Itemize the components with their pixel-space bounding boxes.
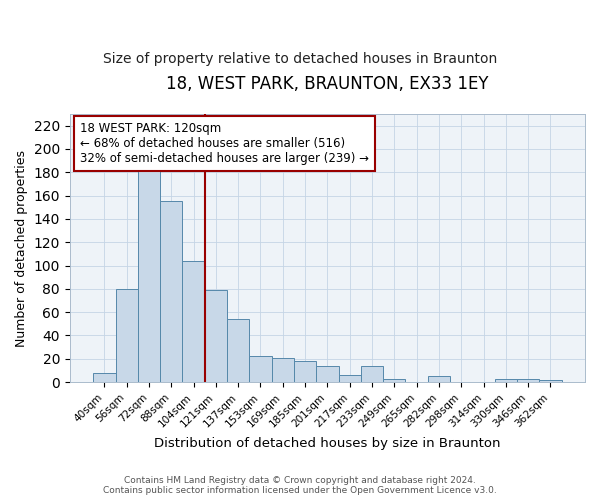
Bar — [138, 171, 160, 382]
Text: Size of property relative to detached houses in Braunton: Size of property relative to detached ho… — [103, 52, 497, 66]
Bar — [494, 378, 517, 382]
Y-axis label: Number of detached properties: Number of detached properties — [15, 150, 28, 346]
X-axis label: Distribution of detached houses by size in Braunton: Distribution of detached houses by size … — [154, 437, 500, 450]
Text: Contains HM Land Registry data © Crown copyright and database right 2024.
Contai: Contains HM Land Registry data © Crown c… — [103, 476, 497, 495]
Bar — [383, 378, 406, 382]
Bar — [250, 356, 272, 382]
Bar — [294, 361, 316, 382]
Bar — [205, 290, 227, 382]
Bar — [116, 289, 138, 382]
Bar — [93, 373, 116, 382]
Bar — [272, 358, 294, 382]
Bar — [316, 366, 338, 382]
Text: 18 WEST PARK: 120sqm
← 68% of detached houses are smaller (516)
32% of semi-deta: 18 WEST PARK: 120sqm ← 68% of detached h… — [80, 122, 369, 165]
Bar — [428, 376, 450, 382]
Bar — [338, 375, 361, 382]
Bar — [160, 202, 182, 382]
Bar — [182, 261, 205, 382]
Bar — [227, 319, 250, 382]
Bar — [517, 378, 539, 382]
Bar — [539, 380, 562, 382]
Title: 18, WEST PARK, BRAUNTON, EX33 1EY: 18, WEST PARK, BRAUNTON, EX33 1EY — [166, 75, 488, 93]
Bar — [361, 366, 383, 382]
